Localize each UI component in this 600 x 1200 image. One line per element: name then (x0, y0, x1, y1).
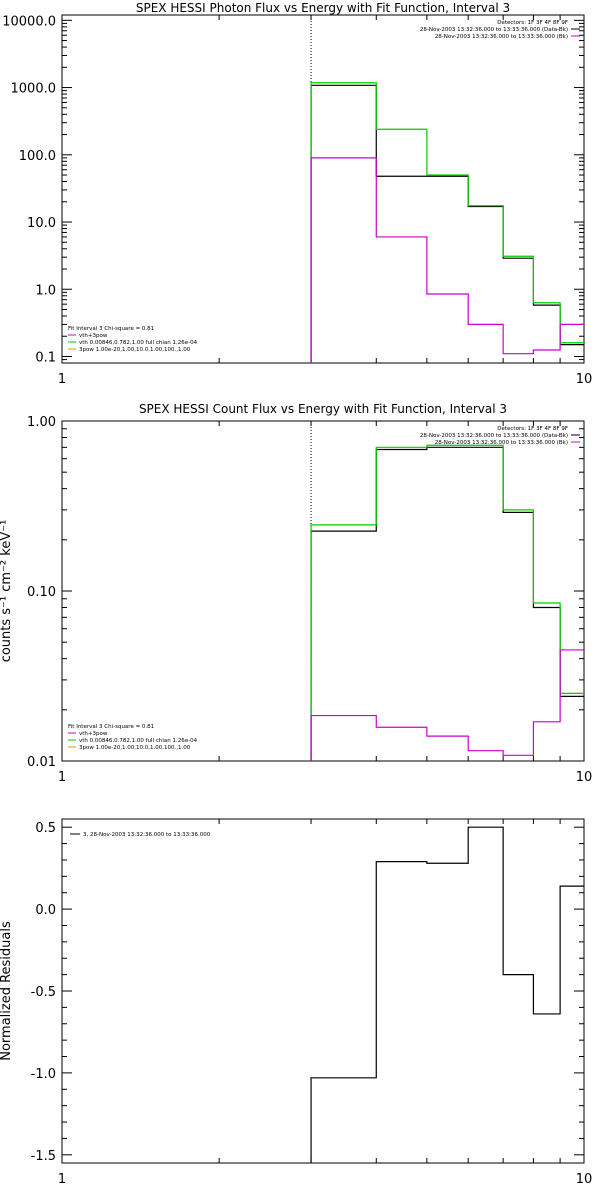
panel-2: SPEX HESSI Count Flux vs Energy with Fit… (0, 402, 592, 785)
legend-line: vth 0.00846,0.782,1.00 full chian 1.26e-… (79, 738, 198, 744)
series-2-step-line (310, 82, 584, 363)
y-axis-label: counts s⁻¹ cm⁻² keV⁻¹ (0, 520, 14, 663)
panel-3: 1 10 -1.5 -1.0 -0.5 0.0 0.5 Normalized Residual… (0, 818, 593, 1187)
info-line: 28-Nov-2003 13:32:36.000 to 13:33:36.000… (435, 34, 568, 40)
info-line: 28-Nov-2003 13:32:36.000 to 13:33:36.000… (420, 433, 568, 439)
legend-line: 3, 28-Nov-2003 13:32:36.000 to 13:33:36.… (83, 832, 211, 838)
y-axis-label: Normalized Residuals (0, 921, 14, 1061)
fit-legend: Fit Interval 3 Chi-square = 0.81vth+3pow… (68, 724, 198, 751)
x-tick-label: 10 (576, 770, 593, 785)
y-tick-label: 0.1 (35, 350, 56, 365)
series-1-step-line (310, 446, 584, 761)
y-tick-label: 10000.0 (2, 14, 56, 29)
x-tick-label: 1 (58, 372, 66, 387)
fit-legend: Fit Interval 3 Chi-square = 0.81vth+3pow… (68, 326, 198, 353)
y-tick-label: 1000.0 (11, 82, 57, 97)
x-tick-label: 1 (58, 770, 66, 785)
y-tick-label: 0.5 (35, 821, 56, 836)
series-group (310, 82, 584, 363)
y-tick-label: -1.0 (31, 1067, 56, 1082)
info-line: 28-Nov-2003 13:32:36.000 to 13:33:36.000… (420, 27, 568, 33)
series-group (310, 826, 584, 1163)
plot-title: SPEX HESSI Count Flux vs Energy with Fit… (139, 402, 507, 416)
series-3-step-line (310, 649, 584, 761)
legend-line: vth+3pow (79, 333, 108, 339)
y-tick-label: 0.10 (27, 585, 56, 600)
y-tick-label: -1.5 (31, 1149, 56, 1164)
plot-frame (61, 420, 585, 762)
series-1-step-line (310, 826, 584, 1163)
fit-legend: 3, 28-Nov-2003 13:32:36.000 to 13:33:36.… (70, 832, 211, 838)
series-group (310, 444, 584, 761)
y-tick-label: 0.01 (27, 755, 56, 770)
legend-line: vth+3pow (79, 731, 108, 737)
plot-frame (61, 818, 585, 1164)
x-tick-label: 10 (576, 1172, 593, 1187)
x-tick-label: 1 (58, 1172, 66, 1187)
info-line: 28-Nov-2003 13:32:36.000 to 13:33:36.000… (435, 440, 568, 446)
legend-line: 3pow 1.00e-20,1.00,10.0,1.00,100.,1.00 (79, 745, 191, 751)
y-tick-label: 10.0 (27, 216, 56, 231)
series-3-step-line (310, 157, 584, 363)
series-1-step-line (310, 84, 584, 363)
legend-line: Fit Interval 3 Chi-square = 0.81 (68, 326, 154, 332)
y-tick-label: 0.0 (35, 903, 56, 918)
y-tick-label: 100.0 (19, 149, 56, 164)
legend-line: Fit Interval 3 Chi-square = 0.81 (68, 724, 154, 730)
series-2-step-line (310, 444, 584, 761)
y-tick-label: 1.00 (27, 415, 56, 430)
info-line: Detectors: 1F 3F 4F 8F 9F (497, 20, 568, 26)
plot-frame (61, 14, 585, 364)
legend-line: vth 0.00846,0.782,1.00 full chian 1.26e-… (79, 340, 198, 346)
y-tick-label: 1.0 (35, 283, 56, 298)
y-tick-label: -0.5 (31, 985, 56, 1000)
x-tick-label: 10 (576, 372, 593, 387)
panel-1: SPEX HESSI Photon Flux vs Energy with Fi… (2, 1, 592, 387)
info-line: Detectors: 1F 3F 4F 8F 9F (497, 426, 568, 432)
legend-line: 3pow 1.00e-20,1.00,10.0,1.00,100.,1.00 (79, 347, 191, 353)
plot-title: SPEX HESSI Photon Flux vs Energy with Fi… (136, 1, 510, 15)
